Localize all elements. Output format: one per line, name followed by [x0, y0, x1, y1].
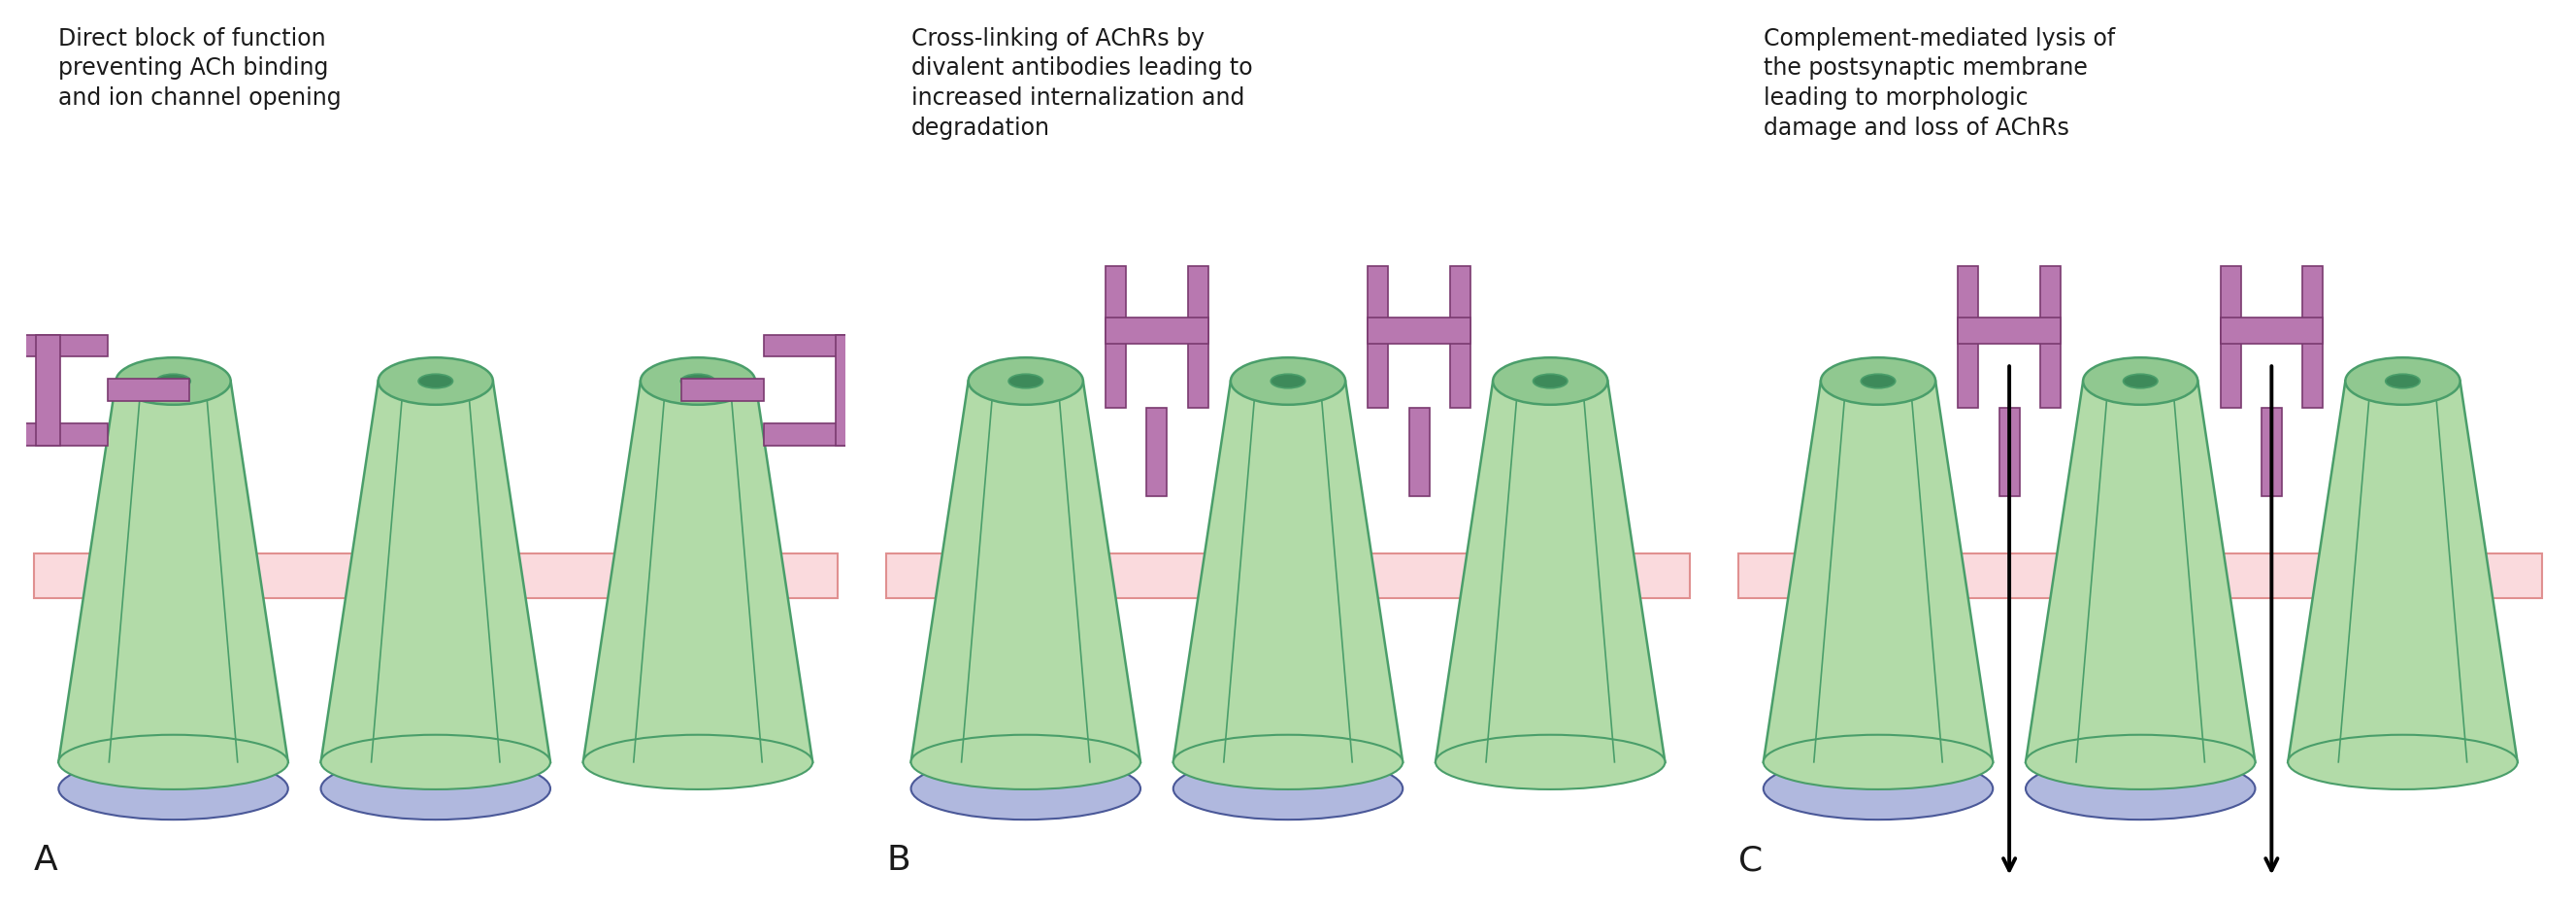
Polygon shape — [912, 381, 1141, 762]
Ellipse shape — [322, 758, 551, 820]
Ellipse shape — [2287, 735, 2517, 789]
Bar — [1105, 266, 1126, 408]
Polygon shape — [59, 381, 289, 762]
Bar — [33, 554, 837, 598]
Ellipse shape — [1494, 358, 1607, 405]
Polygon shape — [2025, 381, 2254, 762]
Ellipse shape — [2123, 374, 2159, 388]
Bar — [1958, 317, 2061, 344]
Bar — [762, 423, 894, 446]
Bar — [2221, 266, 2241, 408]
Polygon shape — [1172, 381, 1404, 762]
Bar — [1188, 266, 1208, 408]
Polygon shape — [2287, 381, 2517, 762]
Ellipse shape — [641, 358, 755, 405]
Bar — [2262, 408, 2282, 496]
Ellipse shape — [2344, 358, 2460, 405]
Bar — [1999, 408, 2020, 496]
Ellipse shape — [1765, 735, 1994, 789]
Ellipse shape — [1765, 758, 1994, 820]
Ellipse shape — [417, 374, 453, 388]
Ellipse shape — [912, 758, 1141, 820]
Ellipse shape — [1172, 758, 1404, 820]
Bar — [1368, 266, 1388, 408]
Text: Direct block of function
preventing ACh binding
and ion channel opening: Direct block of function preventing ACh … — [59, 27, 343, 109]
Bar — [683, 379, 762, 401]
Ellipse shape — [379, 358, 492, 405]
Text: A: A — [33, 844, 59, 877]
Ellipse shape — [1172, 735, 1404, 789]
Polygon shape — [1765, 381, 1994, 762]
Bar — [108, 379, 191, 401]
Ellipse shape — [2385, 374, 2419, 388]
Bar — [886, 554, 1690, 598]
Bar — [762, 334, 894, 357]
Text: B: B — [886, 844, 909, 877]
Polygon shape — [322, 381, 551, 762]
Ellipse shape — [59, 758, 289, 820]
Ellipse shape — [680, 374, 716, 388]
Bar — [1368, 317, 1471, 344]
Bar — [1450, 266, 1471, 408]
Ellipse shape — [116, 358, 232, 405]
Ellipse shape — [969, 358, 1082, 405]
Ellipse shape — [1533, 374, 1569, 388]
Text: C: C — [1739, 844, 1765, 877]
Bar — [0, 334, 108, 357]
Ellipse shape — [2025, 758, 2254, 820]
Bar — [0, 423, 108, 446]
Bar — [1958, 266, 1978, 408]
Polygon shape — [582, 381, 811, 762]
Bar — [2040, 266, 2061, 408]
Ellipse shape — [1270, 374, 1306, 388]
Ellipse shape — [2084, 358, 2197, 405]
Text: Complement-mediated lysis of
the postsynaptic membrane
leading to morphologic
da: Complement-mediated lysis of the postsyn… — [1765, 27, 2115, 139]
Ellipse shape — [2025, 735, 2254, 789]
Bar — [1105, 317, 1208, 344]
Ellipse shape — [1860, 374, 1896, 388]
Text: Cross-linking of AChRs by
divalent antibodies leading to
increased internalizati: Cross-linking of AChRs by divalent antib… — [912, 27, 1252, 139]
Bar — [835, 334, 860, 446]
Ellipse shape — [912, 735, 1141, 789]
Bar — [2303, 266, 2324, 408]
Bar — [1146, 408, 1167, 496]
Bar — [2221, 317, 2324, 344]
Bar — [1409, 408, 1430, 496]
Ellipse shape — [157, 374, 191, 388]
Ellipse shape — [1231, 358, 1345, 405]
Ellipse shape — [59, 735, 289, 789]
Polygon shape — [1435, 381, 1664, 762]
Ellipse shape — [1435, 735, 1664, 789]
Ellipse shape — [582, 735, 811, 789]
Bar — [36, 334, 59, 446]
Ellipse shape — [322, 735, 551, 789]
Ellipse shape — [1010, 374, 1043, 388]
Ellipse shape — [1821, 358, 1935, 405]
Bar — [1739, 554, 2543, 598]
